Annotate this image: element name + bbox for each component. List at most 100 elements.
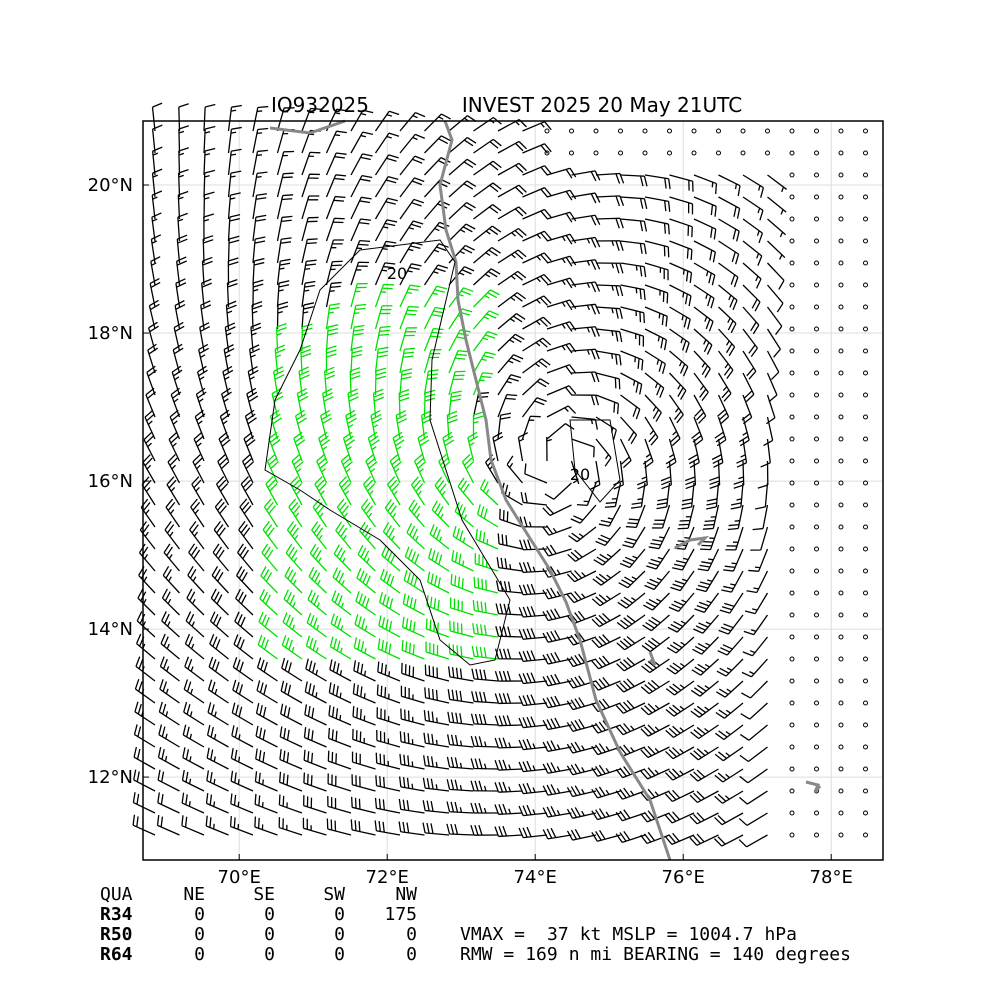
wind-barb bbox=[399, 284, 421, 308]
wind-barb bbox=[619, 548, 646, 569]
wind-barb bbox=[446, 823, 474, 836]
wind-barb bbox=[254, 771, 278, 792]
wind-barb bbox=[522, 358, 551, 374]
calm-marker bbox=[814, 656, 819, 662]
wind-barb bbox=[467, 431, 479, 462]
calm-marker bbox=[814, 304, 819, 310]
wind-barb bbox=[591, 808, 621, 821]
wind-barb bbox=[642, 614, 670, 632]
calm-marker bbox=[789, 656, 795, 662]
table-header: NW bbox=[395, 884, 417, 905]
wind-barb bbox=[619, 438, 632, 469]
wind-barb bbox=[620, 416, 638, 445]
wind-barb bbox=[398, 798, 425, 814]
wind-barb bbox=[304, 681, 327, 704]
wind-barb bbox=[281, 657, 303, 682]
wind-barb bbox=[182, 747, 205, 770]
contour-label: 20 bbox=[387, 264, 407, 283]
wind-barb bbox=[144, 409, 156, 440]
wind-barb bbox=[356, 567, 376, 594]
wind-barb bbox=[381, 545, 401, 572]
wind-barb bbox=[306, 612, 327, 638]
wind-barb bbox=[546, 211, 577, 223]
wind-barb bbox=[620, 372, 643, 395]
wind-barb bbox=[252, 257, 265, 286]
wind-barb bbox=[252, 236, 266, 264]
unit: n mi bbox=[569, 944, 612, 965]
wind-barb bbox=[446, 779, 474, 792]
table-cell: 0 bbox=[334, 924, 345, 945]
wind-barb bbox=[644, 240, 670, 258]
wind-barb bbox=[276, 215, 293, 242]
calm-marker bbox=[863, 766, 868, 772]
wind-barb bbox=[506, 455, 523, 484]
wind-barb bbox=[669, 218, 693, 238]
calm-marker bbox=[814, 568, 819, 574]
wind-barb bbox=[384, 499, 401, 528]
wind-barb bbox=[423, 306, 446, 330]
calm-marker bbox=[789, 150, 795, 156]
wind-barb bbox=[665, 724, 695, 738]
wind-barb bbox=[592, 570, 621, 586]
wind-barb bbox=[616, 636, 646, 651]
wind-barb bbox=[195, 387, 207, 418]
unit: degrees bbox=[775, 944, 851, 965]
wind-barb bbox=[374, 197, 398, 220]
wind-barb bbox=[161, 588, 180, 616]
wind-barb bbox=[715, 702, 744, 719]
wind-barb bbox=[134, 701, 156, 726]
calm-marker bbox=[838, 612, 844, 618]
calm-marker bbox=[814, 722, 819, 728]
wind-barb bbox=[494, 670, 523, 682]
wind-barb bbox=[741, 680, 768, 699]
y-tick-label: 18°N bbox=[88, 323, 133, 344]
wind-barb bbox=[171, 365, 183, 396]
wind-barb bbox=[375, 775, 401, 792]
wind-barb bbox=[640, 679, 670, 695]
calm-marker bbox=[863, 656, 868, 662]
wind-barb bbox=[400, 685, 425, 704]
wind-barb bbox=[546, 233, 577, 245]
wind-barb bbox=[517, 432, 529, 462]
wind-barb bbox=[151, 124, 163, 154]
wind-barb bbox=[186, 588, 205, 616]
wind-barb bbox=[351, 774, 376, 792]
unit: kt bbox=[580, 924, 602, 945]
value: 1004.7 bbox=[688, 924, 753, 945]
wind-barb bbox=[399, 327, 418, 352]
wind-barb bbox=[132, 792, 156, 814]
wind-barb bbox=[135, 656, 156, 682]
wind-barb bbox=[470, 802, 499, 814]
wind-barb bbox=[518, 782, 548, 795]
wind-barb bbox=[276, 194, 294, 220]
wind-barb bbox=[448, 223, 476, 242]
calm-marker bbox=[789, 194, 795, 200]
wind-barb bbox=[595, 350, 622, 366]
table-cell: R50 bbox=[100, 924, 133, 945]
wind-barb bbox=[137, 588, 156, 616]
wind-barb bbox=[308, 566, 327, 594]
calm-marker bbox=[789, 568, 795, 574]
wind-barb bbox=[700, 526, 720, 551]
wind-barb bbox=[329, 659, 352, 682]
wind-barb bbox=[566, 570, 597, 583]
wind-barb bbox=[401, 616, 425, 638]
wind-barb bbox=[766, 372, 778, 403]
wind-barb bbox=[239, 498, 254, 528]
calm-marker bbox=[863, 480, 868, 486]
wind-barb bbox=[518, 650, 548, 663]
calm-marker bbox=[838, 260, 844, 266]
wind-barb bbox=[640, 702, 670, 716]
wind-barb bbox=[615, 699, 646, 714]
wind-barb bbox=[350, 153, 373, 176]
wind-barb bbox=[665, 702, 695, 717]
wind-barb bbox=[620, 284, 646, 301]
wind-barb bbox=[374, 132, 400, 154]
wind-barb bbox=[727, 504, 744, 531]
wind-barb bbox=[470, 713, 499, 726]
wind-barb bbox=[198, 343, 209, 374]
wind-barb bbox=[716, 394, 730, 425]
calm-marker bbox=[838, 348, 844, 354]
wind-barb bbox=[252, 279, 264, 308]
wind-barb bbox=[640, 724, 670, 737]
